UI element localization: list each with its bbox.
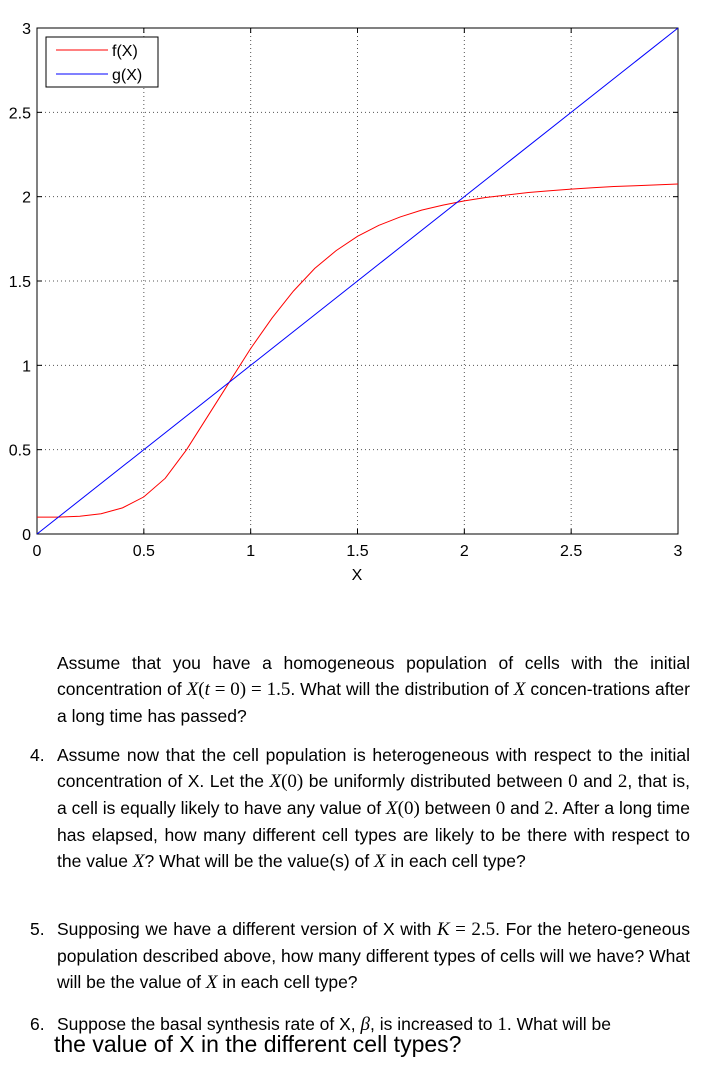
y-tick-label: 0.5: [9, 443, 31, 460]
x-tick-label: 1: [246, 543, 255, 560]
legend-label: f(X): [112, 43, 138, 60]
chart-series: [36, 27, 679, 535]
chart-ticks: 0 0.5 1 1.5 2 2.5 3 0 0.5 1 1.5 2 2.5 3: [9, 21, 683, 560]
y-tick-label: 0: [22, 527, 31, 544]
y-tick-label: 2: [22, 190, 31, 207]
question-body: Suppose the basal synthesis rate of X, β…: [57, 1014, 611, 1035]
question-body: Supposing we have a different version of…: [57, 919, 691, 993]
legend-label: g(X): [112, 67, 142, 84]
series-line-g: [36, 27, 679, 535]
x-tick-label: 2.5: [560, 543, 582, 560]
x-tick-label: 1.5: [346, 543, 368, 560]
series-line-f: [37, 183, 679, 518]
y-tick-label: 1.5: [9, 274, 31, 291]
y-tick-label: 2.5: [9, 105, 31, 122]
question-number: 4.: [30, 745, 45, 765]
x-tick-label: 3: [674, 543, 683, 560]
x-tick-label: 2: [460, 543, 469, 560]
figure-chart: 0 0.5 1 1.5 2 2.5 3 0 0.5 1 1.5 2 2.5 3 f(X) g(X) X: [9, 21, 683, 584]
question-6-continuation: the value of X in the different cell typ…: [54, 1031, 462, 1057]
legend-box: [45, 36, 159, 88]
paragraph-homogeneous: Assume that you have a homogeneous popul…: [57, 653, 690, 726]
question-number: 5.: [30, 919, 45, 939]
y-tick-label: 3: [22, 21, 31, 38]
question-number: 6.: [30, 1014, 45, 1034]
question-body: Assume now that the cell population is h…: [57, 745, 690, 872]
x-tick-label: 0: [33, 543, 42, 560]
x-axis-label: X: [352, 567, 363, 584]
x-tick-label: 0.5: [133, 543, 155, 560]
y-tick-label: 1: [22, 358, 31, 375]
chart-legend: f(X) g(X): [45, 36, 159, 88]
